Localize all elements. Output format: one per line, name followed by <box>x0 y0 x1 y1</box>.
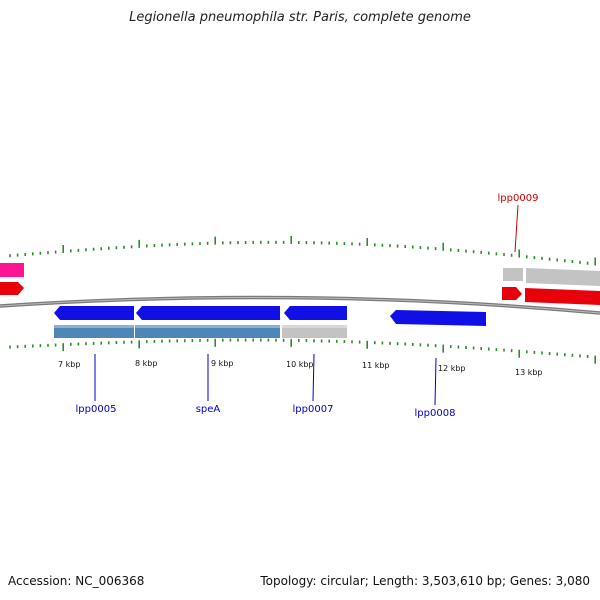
accession-text: Accession: NC_006368 <box>8 574 145 588</box>
gene-label-speA: speA <box>196 404 221 415</box>
genome-summary-text: Topology: circular; Length: 3,503,610 bp… <box>260 574 590 588</box>
scale-label-13kbp: 13 kbp <box>515 368 543 377</box>
gene-label-lpp0009: lpp0009 <box>498 193 539 204</box>
scale-label-7kbp: 7 kbp <box>58 360 80 369</box>
scale-label-9kbp: 9 kbp <box>211 359 233 368</box>
cds-lpp0007 <box>284 306 347 320</box>
cds-right <box>525 288 600 305</box>
gene-label-lpp0008: lpp0008 <box>415 408 456 419</box>
leader-lpp0008 <box>434 357 437 406</box>
scale-label-11kbp: 11 kbp <box>362 361 390 370</box>
scale-label-12kbp: 12 kbp <box>438 364 466 373</box>
map-title: Legionella pneumophila str. Paris, compl… <box>129 10 471 25</box>
ticks-inner <box>9 338 597 364</box>
scale-label-10kbp: 10 kbp <box>286 360 314 369</box>
gene-bar-speA <box>135 325 280 338</box>
gene-label-lpp0005: lpp0005 <box>76 404 117 415</box>
cds-lpp0009 <box>502 287 522 300</box>
cds-speA <box>136 306 280 320</box>
pink-feature <box>0 263 24 277</box>
gene-bar-lpp0007 <box>282 325 347 338</box>
cds-lpp0008 <box>390 310 486 326</box>
scale-label-8kbp: 8 kbp <box>135 359 157 368</box>
gene-bar-lpp0005 <box>54 325 134 338</box>
gene-label-lpp0007: lpp0007 <box>293 404 334 415</box>
gene-bar-lpp0009 <box>503 268 523 281</box>
ticks-outer <box>9 235 597 266</box>
cds-lpp0005 <box>54 306 134 320</box>
red-feature-left <box>0 282 24 295</box>
leader-lpp0007 <box>312 353 315 402</box>
leader-lpp0009 <box>514 204 519 253</box>
gene-bar-right <box>526 268 600 286</box>
